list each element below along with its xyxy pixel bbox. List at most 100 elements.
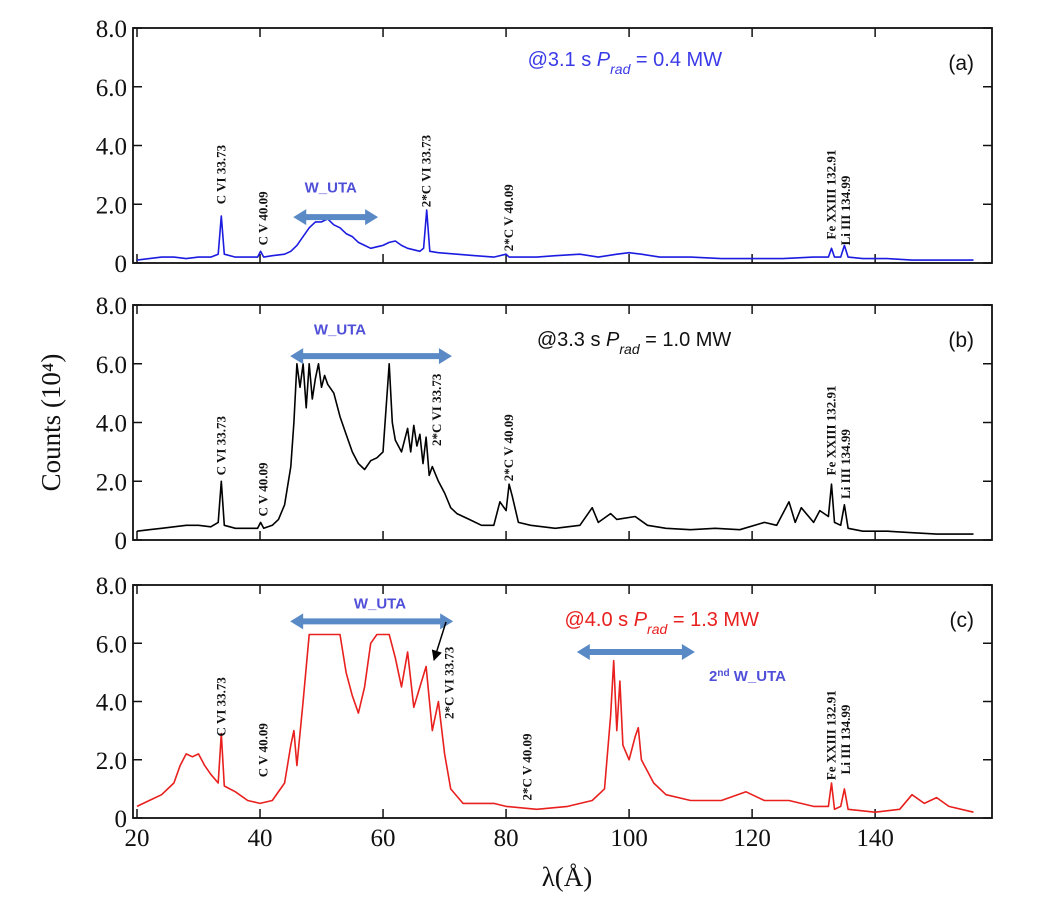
span-arrow-head [576, 643, 590, 660]
y-tick-label: 0 [115, 528, 128, 555]
y-tick-label: 8.0 [96, 293, 127, 320]
span-label: W_UTA [305, 180, 357, 197]
span-label-rest: W_UTA [730, 668, 787, 685]
span-arrow [293, 209, 379, 226]
y-tick-label: 2.0 [96, 192, 127, 219]
line-label-text: 2*C VI 33.73 [419, 134, 434, 207]
y-tick-label: 6.0 [96, 75, 127, 102]
span-label-text: W_UTA [314, 321, 366, 338]
line-label: C VI 33.73 [213, 416, 228, 476]
span-arrow-head [293, 209, 307, 226]
y-tick-label: 6.0 [96, 631, 127, 658]
span-arrow [290, 348, 452, 365]
y-tick-label: 2.0 [96, 748, 127, 775]
spectrum-line [136, 363, 974, 535]
span-arrow-head [365, 209, 379, 226]
x-tick-label: 80 [494, 825, 519, 852]
line-label: 2*C V 40.09 [520, 733, 535, 801]
panel-label: (b) [948, 329, 974, 352]
panel-label: (c) [950, 609, 975, 632]
note-suffix: = 0.4 MW [630, 49, 722, 71]
line-label: 2*C VI 33.73 [429, 373, 444, 446]
note-subscript: rad [619, 341, 640, 357]
line-label-text: 2*C V 40.09 [501, 184, 516, 252]
y-tick-label: 0 [115, 806, 128, 833]
line-label: Li III 134.99 [838, 429, 853, 499]
spectrum-line [136, 209, 974, 261]
line-label-text: C VI 33.73 [213, 677, 228, 737]
line-label-text: C V 40.09 [256, 723, 271, 778]
y-tick-label: 4.0 [96, 411, 127, 438]
line-label: 2*C VI 33.73 [419, 134, 434, 207]
note-prefix: @3.1 s [528, 49, 597, 71]
line-label: 2*C V 40.09 [501, 414, 516, 482]
line-label-text: C V 40.09 [256, 191, 271, 246]
span-label: W_UTA [314, 321, 366, 338]
line-label-text: C VI 33.73 [213, 144, 228, 204]
x-axis-label: λ(Å) [542, 862, 593, 892]
line-label-text: Fe XXIII 132.91 [823, 150, 838, 240]
note-subscript: rad [610, 61, 631, 77]
panel-label: (a) [948, 52, 974, 75]
line-label: C V 40.09 [256, 723, 271, 778]
span-label-text: 2 [709, 668, 717, 685]
line-label-text: Fe XXIII 132.91 [823, 385, 838, 475]
line-label: 2*C VI 33.73 [441, 646, 456, 719]
y-tick-label: 8.0 [96, 16, 127, 43]
line-label-text: 2*C V 40.09 [501, 414, 516, 482]
x-tick-label: 120 [733, 825, 771, 852]
span-label-text: W_UTA [305, 180, 357, 197]
span-arrow-head [681, 643, 695, 660]
pointer-arrow [431, 621, 447, 662]
line-label-text: Li III 134.99 [838, 175, 853, 245]
y-tick-label: 4.0 [96, 690, 127, 717]
plot-frame [132, 304, 993, 541]
note-suffix: = 1.0 MW [640, 329, 732, 351]
note-suffix: = 1.3 MW [667, 609, 759, 631]
condition-note: @3.1 s Prad = 0.4 MW [528, 49, 723, 77]
note-subscript: rad [647, 621, 668, 637]
y-tick-label: 8.0 [96, 573, 127, 600]
note-symbol: P [597, 49, 611, 71]
span-arrow-head [440, 613, 454, 630]
plot-frame [132, 27, 993, 264]
x-tick-label: 60 [371, 825, 396, 852]
line-label-text: C V 40.09 [256, 462, 271, 517]
line-label-text: Fe XXIII 132.91 [823, 690, 838, 780]
line-label: C V 40.09 [256, 462, 271, 517]
spectrum-line [136, 633, 974, 813]
note-prefix: @4.0 s [564, 609, 633, 631]
span-arrow [576, 643, 695, 660]
line-label-text: C VI 33.73 [213, 416, 228, 476]
line-label: C VI 33.73 [213, 677, 228, 737]
line-label: C VI 33.73 [213, 144, 228, 204]
x-tick-label: 100 [610, 825, 648, 852]
y-tick-label: 4.0 [96, 134, 127, 161]
span-arrow-head [290, 348, 304, 365]
line-label: Li III 134.99 [838, 704, 853, 774]
plot-frame [132, 584, 993, 819]
span-label-sup: nd [717, 668, 729, 679]
span-label-text: W_UTA [354, 595, 406, 612]
line-label-text: Li III 134.99 [838, 704, 853, 774]
line-label: C V 40.09 [256, 191, 271, 246]
span-arrow-head [438, 348, 452, 365]
y-tick-label: 6.0 [96, 352, 127, 379]
line-label-text: Li III 134.99 [838, 429, 853, 499]
span-arrow [290, 613, 454, 630]
line-label-text: 2*C VI 33.73 [429, 373, 444, 446]
line-label-text: 2*C VI 33.73 [441, 646, 456, 719]
span-arrow-head [290, 613, 304, 630]
x-tick-label: 20 [124, 825, 149, 852]
condition-note: @4.0 s Prad = 1.3 MW [564, 609, 759, 637]
line-label: 2*C V 40.09 [501, 184, 516, 252]
line-label-text: 2*C V 40.09 [520, 733, 535, 801]
y-axis-label: Counts (10⁴) [36, 354, 66, 492]
line-label: Fe XXIII 132.91 [823, 385, 838, 475]
x-tick-label: 40 [248, 825, 273, 852]
x-tick-label: 140 [856, 825, 894, 852]
line-label: Li III 134.99 [838, 175, 853, 245]
span-label: W_UTA [354, 595, 406, 612]
condition-note: @3.3 s Prad = 1.0 MW [537, 329, 732, 357]
